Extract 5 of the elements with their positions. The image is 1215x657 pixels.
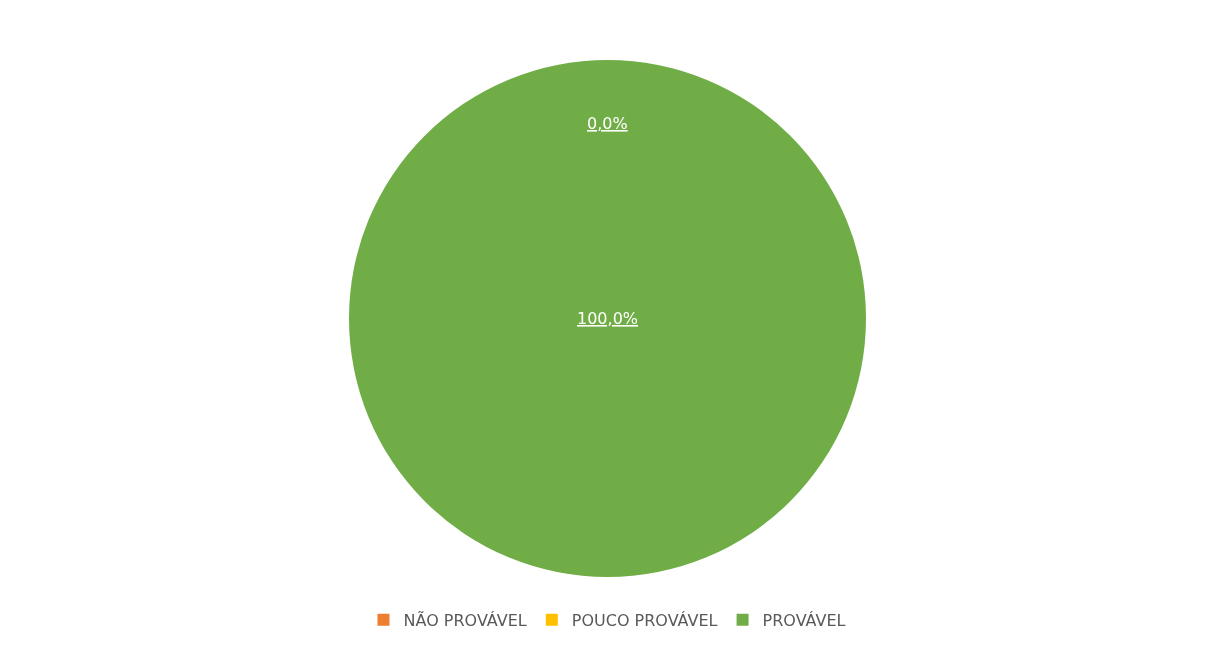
text: 0,0% xyxy=(587,114,628,133)
legend-label: NÃO PROVÁVEL xyxy=(403,610,527,630)
legend-label: PROVÁVEL xyxy=(762,610,846,630)
legend-label: POUCO PROVÁVEL xyxy=(571,610,718,630)
data-label: 100,0% xyxy=(576,309,639,328)
